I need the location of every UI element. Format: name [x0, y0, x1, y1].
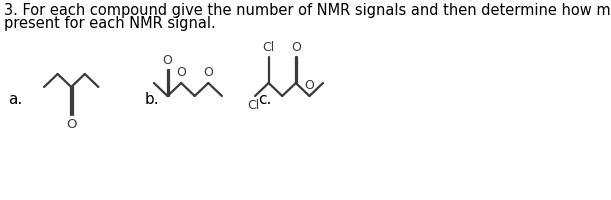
Text: Cl: Cl — [247, 99, 260, 112]
Text: O: O — [291, 41, 301, 54]
Text: c.: c. — [258, 92, 272, 108]
Text: a.: a. — [9, 92, 23, 108]
Text: O: O — [176, 66, 186, 79]
Text: present for each NMR signal.: present for each NMR signal. — [4, 16, 216, 31]
Text: 3. For each compound give the number of NMR signals and then determine how many : 3. For each compound give the number of … — [4, 3, 611, 18]
Text: O: O — [66, 118, 76, 131]
Text: O: O — [163, 54, 172, 67]
Text: O: O — [304, 79, 314, 92]
Text: b.: b. — [145, 92, 159, 108]
Text: Cl: Cl — [263, 41, 275, 54]
Text: O: O — [203, 66, 213, 79]
